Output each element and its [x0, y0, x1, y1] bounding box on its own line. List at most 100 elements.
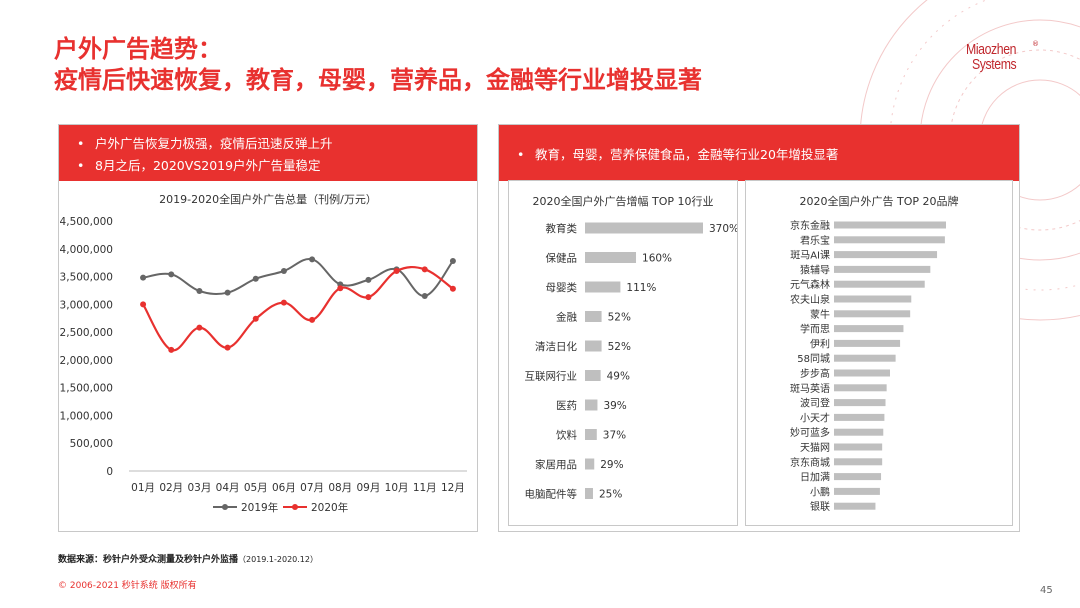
brand-top20-box: 2020全国户外广告 TOP 20品牌 京东金融 君乐宝 斑马AI课 猿辅导 元气森林农…: [745, 180, 1013, 526]
series-point-1: [224, 289, 231, 296]
brand-category-label: 斑马AI课: [790, 249, 830, 262]
brand-bar: [834, 251, 938, 259]
series-point-1: [168, 271, 175, 278]
x-tick-label: 06月: [272, 482, 296, 494]
page-title-line2: 疫情后快速恢复，教育，母婴，营养品，金融等行业增投显著: [54, 66, 702, 94]
industry-value-label: 52%: [608, 312, 631, 324]
x-tick-label: 08月: [328, 482, 352, 494]
industry-bar: [585, 458, 595, 470]
logo-trademark: ®: [1032, 40, 1039, 48]
series-point-2: [168, 346, 175, 353]
series-point-2: [196, 324, 203, 331]
industry-value-label: 25%: [599, 489, 622, 501]
page-title-line1: 户外广告趋势：: [54, 35, 222, 63]
series-point-2: [140, 301, 147, 308]
series-point-1: [449, 258, 456, 264]
series-point-2: [224, 344, 231, 351]
industry-top10-box: 2020全国户外广告增幅 TOP 10行业 教育类 370% 保健品 160% 母婴类 1…: [508, 180, 738, 526]
industry-bar: [585, 399, 598, 411]
x-tick-label: 10月: [385, 482, 409, 494]
industry-category-label: 清洁日化: [535, 340, 577, 353]
brand-bar: [834, 487, 880, 495]
brand-bar: [834, 473, 882, 481]
brand-category-label: 元气森林: [790, 278, 830, 291]
industry-value-label: 37%: [603, 430, 626, 442]
brand-category-label: 伊利: [810, 338, 830, 350]
brand-bar: [834, 310, 911, 318]
industry-category-label: 互联网行业: [525, 370, 578, 383]
industry-category-label: 教育类: [546, 222, 578, 235]
y-tick-label: 3,000,000: [60, 299, 113, 311]
brand-bar: [834, 265, 931, 273]
brand-category-label: 学而思: [800, 323, 830, 336]
line-chart: 0 500,000 1,000,000 1,500,000 2,000,000 2,500…: [60, 216, 467, 514]
x-tick-label: 11月: [413, 482, 437, 494]
brand-bar: [834, 354, 896, 362]
brand-category-label: 猿辅导: [800, 263, 830, 276]
brand-category-label: 波司登: [800, 397, 830, 410]
industry-category-label: 电脑配件等: [525, 488, 578, 501]
industry-category-label: 母婴类: [546, 281, 578, 294]
industry-category-label: 饮料: [556, 429, 577, 442]
data-source-range: （2019.1-2020.12）: [238, 555, 318, 564]
brand-category-label: 妙可蓝多: [790, 426, 830, 439]
industry-category-label: 保健品: [546, 252, 578, 265]
industry-bar: [585, 281, 621, 293]
brand-category-label: 58同城: [797, 353, 830, 365]
brand-category-label: 小鹏: [810, 485, 830, 498]
brand-bar: [834, 384, 887, 392]
brand-bar: [834, 339, 901, 347]
y-tick-label: 0: [106, 466, 113, 478]
series-point-1: [421, 293, 428, 299]
brand-bar: [834, 413, 885, 421]
y-tick-label: 500,000: [70, 438, 113, 450]
y-tick-label: 1,000,000: [60, 410, 113, 422]
industry-value-label: 160%: [642, 253, 672, 265]
series-point-1: [365, 276, 372, 283]
brand-category-label: 日加满: [800, 472, 830, 484]
brand-category-label: 京东商城: [790, 456, 830, 469]
industry-bar-chart: 教育类 370% 保健品 160% 母婴类 111% 金融 52% 清洁日化 52% 互联网行业 49…: [525, 222, 738, 501]
brand-bar: [834, 443, 883, 451]
industry-value-label: 29%: [600, 459, 623, 471]
industry-category-label: 金融: [556, 311, 577, 324]
industry-bar: [585, 311, 602, 322]
series-point-2: [337, 285, 344, 292]
legend-marker-2: [292, 504, 298, 510]
data-source-text: 数据来源：秒针户外受众测量及秒针户外监播: [58, 555, 239, 565]
brand-bar: [834, 325, 904, 333]
series-line-1: [142, 258, 454, 297]
series-point-2: [280, 299, 287, 306]
copyright: © 2006-2021 秒针系统 版权所有: [58, 581, 197, 591]
brand-bar: [834, 458, 883, 466]
industry-value-label: 111%: [626, 282, 656, 294]
series-point-1: [196, 288, 203, 294]
series-point-2: [421, 266, 428, 273]
series-point-2: [309, 316, 316, 323]
legend-label-1: 2019年: [241, 501, 278, 514]
trend-banner: 户外广告恢复力极强，疫情后迅速反弹上升 8月之后，2020VS2019户外广告量…: [59, 125, 477, 181]
industry-bullet: 教育，母婴，营养保健食品，金融等行业20年增投显著: [517, 144, 1019, 166]
y-tick-label: 1,500,000: [60, 383, 113, 395]
industry-bar: [585, 429, 597, 440]
brand-category-label: 步步高: [800, 367, 830, 380]
brand-bar: [834, 236, 945, 244]
brand-category-label: 斑马英语: [790, 382, 830, 395]
brand-bar: [834, 221, 946, 229]
x-tick-label: 05月: [244, 482, 268, 494]
x-tick-label: 07月: [300, 482, 324, 494]
series-point-1: [140, 274, 147, 281]
x-tick-label: 12月: [441, 482, 465, 494]
x-tick-label: 01月: [131, 482, 155, 494]
x-tick-label: 09月: [356, 482, 380, 494]
series-point-2: [449, 285, 456, 292]
brand-bar: [834, 295, 912, 303]
y-tick-label: 3,500,000: [60, 272, 113, 284]
trend-panel: 户外广告恢复力极强，疫情后迅速反弹上升 8月之后，2020VS2019户外广告量…: [58, 124, 478, 532]
series-point-2: [365, 294, 372, 301]
industry-category-label: 医药: [556, 400, 577, 412]
industry-bar: [585, 252, 637, 263]
brand-bar: [834, 399, 886, 407]
industry-bar: [585, 222, 703, 234]
